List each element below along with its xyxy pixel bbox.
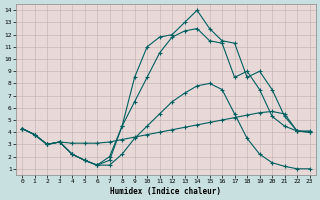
X-axis label: Humidex (Indice chaleur): Humidex (Indice chaleur) (110, 187, 221, 196)
